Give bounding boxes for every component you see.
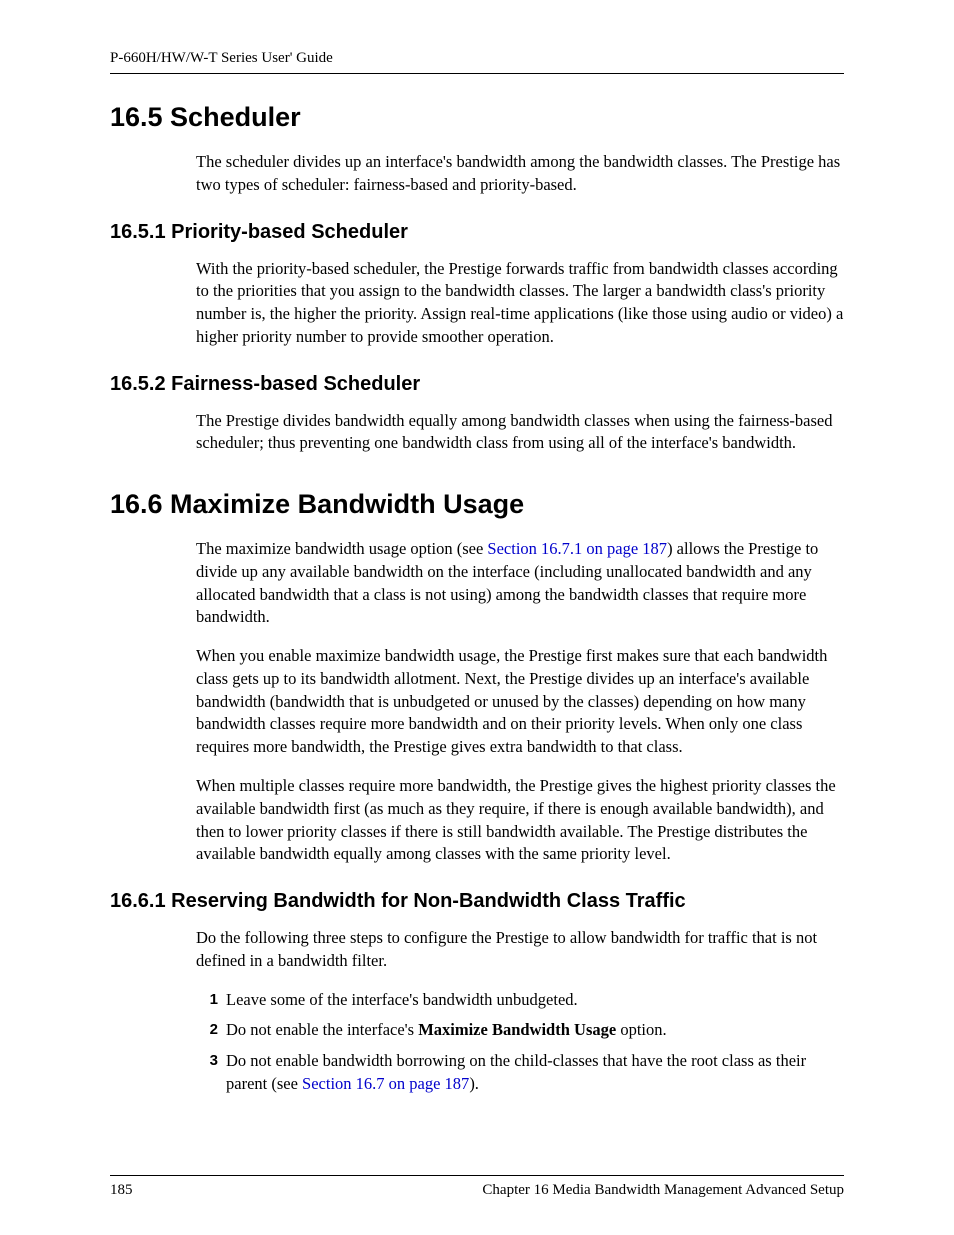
- section-16-5-1-body: With the priority-based scheduler, the P…: [196, 258, 844, 349]
- running-header: P-660H/HW/W-T Series User' Guide: [110, 50, 844, 74]
- document-page: P-660H/HW/W-T Series User' Guide 16.5 Sc…: [0, 0, 954, 1235]
- list-text: Do not enable bandwidth borrowing on the…: [218, 1050, 844, 1096]
- list-text: Leave some of the interface's bandwidth …: [218, 989, 844, 1012]
- list-number: 2: [196, 1019, 218, 1041]
- text-run: ).: [469, 1074, 479, 1093]
- section-16-5-2-heading: 16.5.2 Fairness-based Scheduler: [110, 373, 844, 396]
- section-16-6-heading: 16.6 Maximize Bandwidth Usage: [110, 489, 844, 520]
- body-paragraph: When multiple classes require more bandw…: [196, 775, 844, 866]
- list-text: Do not enable the interface's Maximize B…: [218, 1019, 844, 1042]
- page-content: 16.5 Scheduler The scheduler divides up …: [110, 102, 844, 1096]
- body-paragraph: The maximize bandwidth usage option (see…: [196, 538, 844, 629]
- section-16-5-body: The scheduler divides up an interface's …: [196, 151, 844, 197]
- body-paragraph: With the priority-based scheduler, the P…: [196, 258, 844, 349]
- section-16-5-2-body: The Prestige divides bandwidth equally a…: [196, 410, 844, 456]
- list-item: 2 Do not enable the interface's Maximize…: [196, 1019, 844, 1042]
- header-title: P-660H/HW/W-T Series User' Guide: [110, 50, 333, 66]
- section-16-6-1-body: Do the following three steps to configur…: [196, 927, 844, 1096]
- section-16-5-1-heading: 16.5.1 Priority-based Scheduler: [110, 221, 844, 244]
- cross-reference-link[interactable]: Section 16.7.1 on page 187: [487, 539, 667, 558]
- body-paragraph: The scheduler divides up an interface's …: [196, 151, 844, 197]
- text-run: option.: [616, 1020, 666, 1039]
- list-number: 1: [196, 989, 218, 1011]
- body-paragraph: When you enable maximize bandwidth usage…: [196, 645, 844, 759]
- bold-text: Maximize Bandwidth Usage: [418, 1020, 616, 1039]
- page-number: 185: [110, 1182, 133, 1199]
- body-paragraph: Do the following three steps to configur…: [196, 927, 844, 973]
- text-run: Do not enable the interface's: [226, 1020, 418, 1039]
- body-paragraph: The Prestige divides bandwidth equally a…: [196, 410, 844, 456]
- section-16-5-heading: 16.5 Scheduler: [110, 102, 844, 133]
- page-footer: 185 Chapter 16 Media Bandwidth Managemen…: [110, 1175, 844, 1199]
- ordered-list: 1 Leave some of the interface's bandwidt…: [196, 989, 844, 1096]
- chapter-label: Chapter 16 Media Bandwidth Management Ad…: [482, 1182, 844, 1199]
- text-run: The maximize bandwidth usage option (see: [196, 539, 487, 558]
- cross-reference-link[interactable]: Section 16.7 on page 187: [302, 1074, 469, 1093]
- list-number: 3: [196, 1050, 218, 1072]
- list-item: 1 Leave some of the interface's bandwidt…: [196, 989, 844, 1012]
- section-16-6-1-heading: 16.6.1 Reserving Bandwidth for Non-Bandw…: [110, 890, 844, 913]
- list-item: 3 Do not enable bandwidth borrowing on t…: [196, 1050, 844, 1096]
- section-16-6-body: The maximize bandwidth usage option (see…: [196, 538, 844, 866]
